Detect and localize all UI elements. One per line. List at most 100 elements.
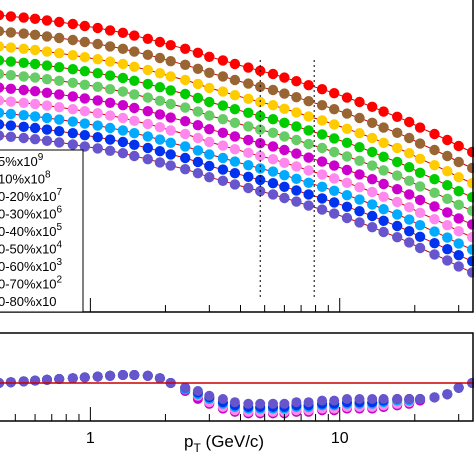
data-point [154,134,166,145]
data-point [404,189,415,200]
data-point [316,181,328,192]
data-point [367,174,378,185]
data-point [154,95,166,107]
data-point [104,145,116,156]
data-point [79,36,91,48]
ratio-point [92,371,103,382]
data-point [291,173,302,184]
legend-entry: 0-80%x10 [0,294,57,309]
data-point [442,150,453,162]
data-point [243,78,254,89]
data-point [41,87,53,99]
data-point [92,81,103,93]
data-point [429,214,440,225]
data-point [67,18,79,30]
data-point [204,136,215,148]
bin-edge-dotted-lines [259,60,315,300]
data-point [92,68,103,79]
data-point [79,118,91,129]
data-point [291,185,302,196]
data-point [142,106,153,117]
ratio-point [404,394,415,404]
ratio-point [204,390,215,401]
legend: 5%x10910%x1080-20%x1070-30%x1060-40%x105… [0,149,84,313]
ratio-point [291,397,302,408]
data-point [367,101,378,113]
data-point [429,201,440,212]
data-point [129,150,140,162]
data-point [404,148,415,159]
data-point [5,11,17,22]
data-point [217,152,229,164]
data-point [117,112,129,124]
upper-frame [0,0,474,313]
ratio-point [217,394,228,404]
ratio-point [67,373,78,384]
data-point [429,160,440,171]
data-point [117,58,129,70]
data-point [79,66,91,77]
data-point [41,46,53,57]
data-point [104,97,116,109]
data-point [104,122,116,134]
data-point [180,88,191,100]
data-point [104,110,116,121]
data-point [229,168,241,179]
data-point [453,213,464,224]
data-point [243,182,254,194]
data-point [414,242,426,254]
data-point [142,131,153,142]
data-point [180,59,191,70]
data-point [291,107,302,118]
data-point [404,202,415,213]
data-point [354,182,365,193]
data-point [378,204,389,215]
data-point [442,134,453,146]
data-point [329,119,340,130]
data-point [291,76,302,87]
data-point [392,111,403,123]
ratio-point [255,398,266,409]
ratio-point [442,389,453,400]
data-point [429,128,440,140]
data-point [29,134,41,145]
data-point [354,96,365,108]
data-point [255,124,266,135]
data-point [29,86,41,97]
data-point [5,27,17,38]
data-point [104,56,116,67]
data-point [229,74,241,86]
data-point [453,250,464,261]
ratio-point [229,397,240,408]
data-point [117,72,129,84]
ratio-point [30,375,41,386]
lower-ticks [14,407,460,421]
data-point [5,108,17,120]
data-point [316,169,328,180]
data-point [129,128,140,139]
data-point [378,122,389,133]
ratio-point [342,394,352,404]
data-point [165,125,176,136]
data-point [378,215,389,226]
data-point [255,163,266,174]
data-point [192,168,204,179]
data-point [429,238,440,249]
data-point [442,207,453,218]
data-point [291,196,302,207]
data-point [129,46,140,57]
data-point [229,179,241,190]
data-point [154,52,166,64]
data-point [67,104,79,115]
ratio-point [453,382,464,393]
data-point [453,238,464,249]
data-point [229,104,241,115]
data-point [291,148,302,159]
data-point [79,20,91,32]
data-point [367,199,378,210]
data-point [117,27,129,38]
upper-panel [0,0,474,313]
data-point [204,149,215,160]
data-point [404,226,415,237]
lower-panel [0,332,474,422]
